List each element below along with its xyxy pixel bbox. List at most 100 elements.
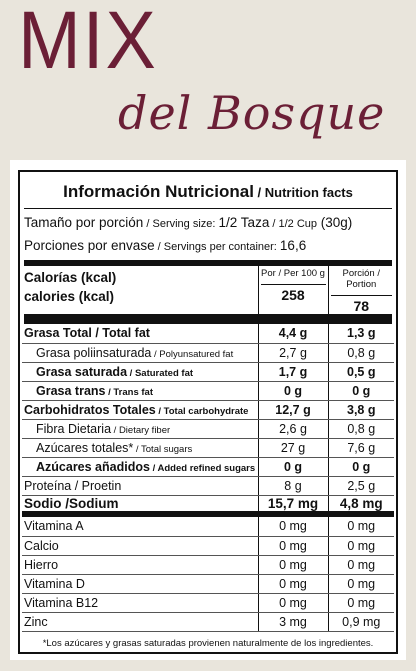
nutrient-row: Azúcares totales* / Total sugars 27 g 7,6 …	[22, 438, 394, 458]
value-per-portion: 3,8 g	[328, 400, 394, 420]
value-per-100g: 0 mg	[257, 517, 329, 537]
nutrient-name-es: Carbohidratos Totales	[24, 402, 156, 417]
vitamin-row: Calcio 0 mg 0 mg	[22, 536, 394, 556]
value-per-100g: 12,7 g	[257, 400, 329, 420]
footnote: *Los azúcares y grasas saturadas provien…	[42, 637, 374, 649]
serving-size-en: / Serving size:	[143, 218, 219, 230]
nutrient-name: Grasa poliinsaturada / Polyunsatured fat	[22, 343, 258, 363]
title-en: / Nutrition facts	[253, 185, 353, 200]
nutrient-name: Grasa trans / Trans fat	[22, 381, 258, 401]
value-per-100g: 4,4 g	[257, 324, 329, 344]
per-100g-col: Por / Per 100 g 258	[257, 266, 329, 314]
nutrient-name: Vitamina D	[22, 574, 258, 594]
nutrient-name-en: / Saturated fat	[127, 367, 194, 379]
nutrient-name-en: / Total sugars	[133, 443, 193, 455]
vitamin-row: Hierro 0 mg 0 mg	[22, 555, 394, 575]
nutrient-name-en: / Trans fat	[105, 386, 153, 398]
value-per-100g: 0 mg	[257, 593, 329, 613]
value-per-portion: 0 g	[328, 381, 394, 401]
value-per-100g: 2,7 g	[257, 343, 329, 363]
nutrient-name: Vitamina B12	[22, 593, 258, 613]
vitamin-row: Vitamina B12 0 mg 0 mg	[22, 593, 394, 613]
value-per-portion: 0 mg	[328, 536, 394, 556]
value-per-portion: 7,6 g	[328, 438, 394, 458]
value-per-100g: 3 mg	[257, 612, 329, 632]
nutrient-name: Azúcares totales* / Total sugars	[22, 438, 258, 458]
col-header-100g: Por / Per 100 g	[261, 268, 325, 279]
nutrient-name-es: Grasa saturada	[36, 364, 128, 379]
value-per-portion: 0 mg	[328, 574, 394, 594]
vitamin-row: Zinc 3 mg 0,9 mg	[22, 612, 394, 632]
value-per-portion: 0,9 mg	[328, 612, 394, 632]
nutrient-name-en: / Dietary fiber	[111, 424, 171, 436]
value-per-portion: 4,8 mg	[328, 495, 394, 517]
nutrients-table: Grasa Total / Total fat 4,4 g 1,3 g Grasa p…	[22, 324, 394, 517]
value-per-100g: 0 mg	[257, 536, 329, 556]
value-per-100g: 2,6 g	[257, 419, 329, 439]
divider-thick	[24, 314, 392, 324]
value-per-100g: 8 g	[257, 476, 329, 496]
nutrient-name-es: Azúcares añadidos	[36, 459, 150, 474]
nutrient-row: Azúcares añadidos / Added refined sugars…	[22, 457, 394, 477]
value-per-portion: 0 g	[328, 457, 394, 477]
serving-info: Tamaño por porción / Serving size: 1/2 T…	[20, 209, 396, 258]
sodium-row: Sodio /Sodium 15,7 mg 4,8 mg	[22, 495, 394, 517]
calories-es: Calorías (kcal)	[24, 270, 117, 285]
nutrient-row: Grasa saturada / Saturated fat 1,7 g 0,5 g	[22, 362, 394, 382]
calories-label: Calorías (kcal) calories (kcal)	[22, 266, 258, 314]
nutrient-name: Proteína / Proetin	[22, 476, 258, 496]
nutrition-title: Información Nutricional / Nutrition fact…	[24, 172, 392, 209]
nutrient-name-en: / Polyunsatured fat	[151, 348, 234, 360]
value-per-portion: 0 mg	[328, 555, 394, 575]
nutrient-row: Grasa poliinsaturada / Polyunsatured fat…	[22, 343, 394, 363]
value-per-portion: 0 mg	[328, 517, 394, 537]
value-per-100g: 27 g	[257, 438, 329, 458]
calories-100g: 258	[260, 284, 326, 303]
nutrient-name: Zinc	[22, 612, 258, 632]
value-per-portion: 0,5 g	[328, 362, 394, 382]
value-per-100g: 0 g	[257, 381, 329, 401]
value-per-100g: 15,7 mg	[257, 495, 329, 517]
nutrient-name-es: Proteína / Proetin	[24, 478, 122, 493]
nutrient-name: Grasa saturada / Saturated fat	[22, 362, 258, 382]
brand-subtitle: del Bosque	[118, 86, 386, 140]
serving-size-val: 1/2 Taza	[218, 215, 270, 230]
nutrient-name-es: Fibra Dietaria	[36, 421, 112, 436]
value-per-portion: 0 mg	[328, 593, 394, 613]
nutrient-name: Carbohidratos Totales / Total carbohydra…	[22, 400, 258, 420]
serving-size-es: Tamaño por porción	[24, 215, 144, 230]
serving-size: Tamaño por porción / Serving size: 1/2 T…	[24, 212, 392, 235]
value-per-portion: 1,3 g	[328, 324, 394, 344]
col-header-portion: Porción / Portion	[342, 268, 381, 290]
value-per-100g: 0 mg	[257, 555, 329, 575]
nutrient-row: Carbohidratos Totales / Total carbohydra…	[22, 400, 394, 420]
value-per-portion: 0,8 g	[328, 419, 394, 439]
nutrient-name-es: Grasa trans	[36, 383, 106, 398]
nutrient-name: Hierro	[22, 555, 258, 575]
value-per-portion: 2,5 g	[328, 476, 394, 496]
value-per-portion: 0,8 g	[328, 343, 394, 363]
calories-table: Calorías (kcal) calories (kcal) Por / Pe…	[22, 266, 394, 314]
calories-en: calories (kcal)	[24, 289, 115, 304]
divider-thick	[24, 260, 392, 266]
nutrient-name-en: / Added refined sugars	[149, 462, 256, 474]
servings-per-container: Porciones por envase / Servings per cont…	[24, 235, 392, 258]
nutrient-row: Grasa Total / Total fat 4,4 g 1,3 g	[22, 324, 394, 344]
calories-portion: 78	[330, 295, 392, 314]
nutrient-name-es: Grasa Total / Total fat	[24, 326, 150, 341]
serving-size-val-en: / 1/2 Cup	[269, 218, 318, 230]
nutrient-name: Grasa Total / Total fat	[22, 324, 258, 344]
title-es: Información Nutricional	[63, 182, 254, 201]
per-portion-col: Porción / Portion 78	[328, 266, 394, 314]
nutrient-name: Azúcares añadidos / Added refined sugars	[22, 457, 258, 477]
nutrient-name: Sodio /Sodium	[22, 495, 258, 517]
value-per-100g: 0 g	[257, 457, 329, 477]
servings-en: / Servings per container:	[154, 241, 280, 253]
nutrition-label: Información Nutricional / Nutrition fact…	[18, 170, 398, 654]
brand-title: MIX	[18, 0, 158, 86]
nutrient-name: Vitamina A	[22, 517, 258, 537]
